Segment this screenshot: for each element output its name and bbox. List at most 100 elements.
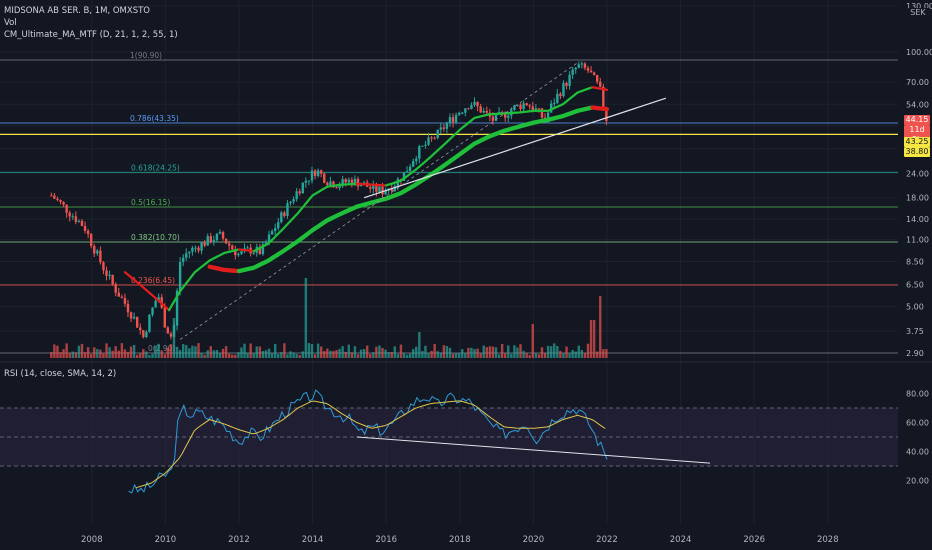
candle-body (234, 249, 237, 256)
volume-bar (353, 346, 357, 358)
candle-body (86, 230, 90, 235)
candle-body (298, 191, 301, 194)
candle-body (83, 225, 87, 231)
ma-indicator-legend[interactable]: CM_Ultimate_MA_MTF (D, 21, 1, 2, 55, 1) (4, 30, 178, 40)
volume-bar (537, 354, 541, 358)
volume-bar (77, 345, 81, 358)
rsi-tick-label: 80.00 (906, 390, 929, 399)
volume-bar (258, 346, 262, 358)
candle-body (519, 104, 522, 110)
volume-bar (553, 343, 556, 358)
candle-body (522, 103, 525, 110)
volume-bar (519, 344, 522, 358)
price-tick-label: 2.90 (906, 349, 924, 358)
volume-bar (313, 354, 317, 358)
candle-body (491, 116, 495, 121)
volume-bar (142, 349, 145, 358)
volume-bar (56, 345, 59, 358)
volume-bar (546, 345, 550, 358)
candle-body (59, 199, 62, 202)
volume-bar (335, 350, 338, 358)
price-tick-label: 54.00 (906, 100, 929, 109)
volume-bar (135, 354, 139, 358)
candle-body (105, 270, 108, 276)
candle-body (126, 303, 130, 313)
volume-bar (415, 346, 418, 358)
candle-body (50, 195, 53, 197)
candle-body (129, 312, 133, 319)
candle-body (494, 113, 498, 121)
time-axis[interactable]: 2008 2010 2012 2014 2016 2018 2020 2022 2024 2026… (81, 535, 839, 545)
price-tick-label: 70.00 (906, 78, 929, 87)
candle-body (261, 244, 265, 255)
volume-bar (93, 347, 96, 358)
fib-label: 0.382(10.70) (131, 233, 180, 242)
volume-bar (191, 345, 194, 358)
candle-body (574, 67, 577, 70)
time-tick-label: 2008 (81, 535, 103, 545)
rsi-legend[interactable]: RSI (14, close, SMA, 14, 2) (4, 369, 117, 379)
volume-bar (280, 352, 283, 358)
volume-bar (491, 346, 495, 358)
candle-body (528, 105, 531, 107)
time-tick-label: 2024 (670, 535, 692, 545)
volume-bar (399, 344, 403, 358)
volume-bar (203, 354, 206, 358)
candle-body (307, 180, 311, 182)
candle-body (549, 103, 553, 113)
volume-bar (454, 353, 458, 358)
candle-body (319, 170, 323, 174)
candle-body (218, 232, 222, 234)
candle-body (326, 182, 329, 186)
candle-body (470, 104, 473, 110)
volume-legend[interactable]: Vol (4, 18, 17, 28)
candle-body (172, 325, 176, 337)
volume-bar (516, 347, 519, 358)
candle-body (120, 296, 124, 298)
volume-bar (476, 348, 479, 358)
volume-bar (255, 346, 258, 358)
candle-body (335, 187, 338, 189)
candle-body (102, 262, 105, 271)
volume-bar (393, 346, 396, 358)
price-tick-label: 5.00 (906, 303, 924, 312)
volume-bar (108, 347, 111, 358)
volume-bar (65, 343, 68, 358)
candle-body (507, 115, 510, 118)
moving-averages (123, 86, 610, 312)
volume-bar (200, 352, 203, 358)
volume-bar (295, 353, 298, 358)
volume-bar (571, 349, 574, 358)
candle-body (111, 274, 114, 285)
volume-bar (577, 345, 580, 358)
volume-bar (457, 353, 461, 358)
time-tick-label: 2016 (375, 535, 397, 545)
candle-body (264, 242, 268, 245)
fib-level-tag: 43.25 (904, 137, 930, 147)
volume-bar (231, 354, 234, 358)
candle-body (267, 234, 271, 243)
volume-bar (439, 352, 442, 358)
volume-bar (436, 351, 439, 358)
volume-bar (497, 354, 501, 358)
volume-bar (224, 346, 228, 358)
volume-bar (326, 348, 329, 358)
volume-bar (99, 349, 102, 358)
candle-body (185, 253, 188, 258)
candle-body (163, 307, 166, 328)
candle-body (227, 243, 231, 246)
volume-bar (470, 347, 473, 358)
candle-body (540, 108, 544, 118)
symbol-legend[interactable]: MIDSONA AB SER. B, 1M, OMXSTO (4, 6, 150, 16)
volume-bar (464, 352, 467, 358)
rsi-ma-line (135, 400, 606, 489)
volume-bar (418, 332, 421, 358)
fib-label: 1(90.90) (130, 51, 162, 60)
candle-body (436, 129, 439, 138)
fib-label: 0.5(16.15) (131, 198, 170, 207)
candle-body (148, 314, 151, 332)
time-tick-label: 2022 (596, 535, 618, 545)
candle-body (301, 182, 304, 194)
price-axis[interactable]: 2.90 3.75 5.00 6.50 8.50 11.00 14.00 18.00 24.00… (906, 2, 932, 486)
candle-body (135, 316, 139, 328)
